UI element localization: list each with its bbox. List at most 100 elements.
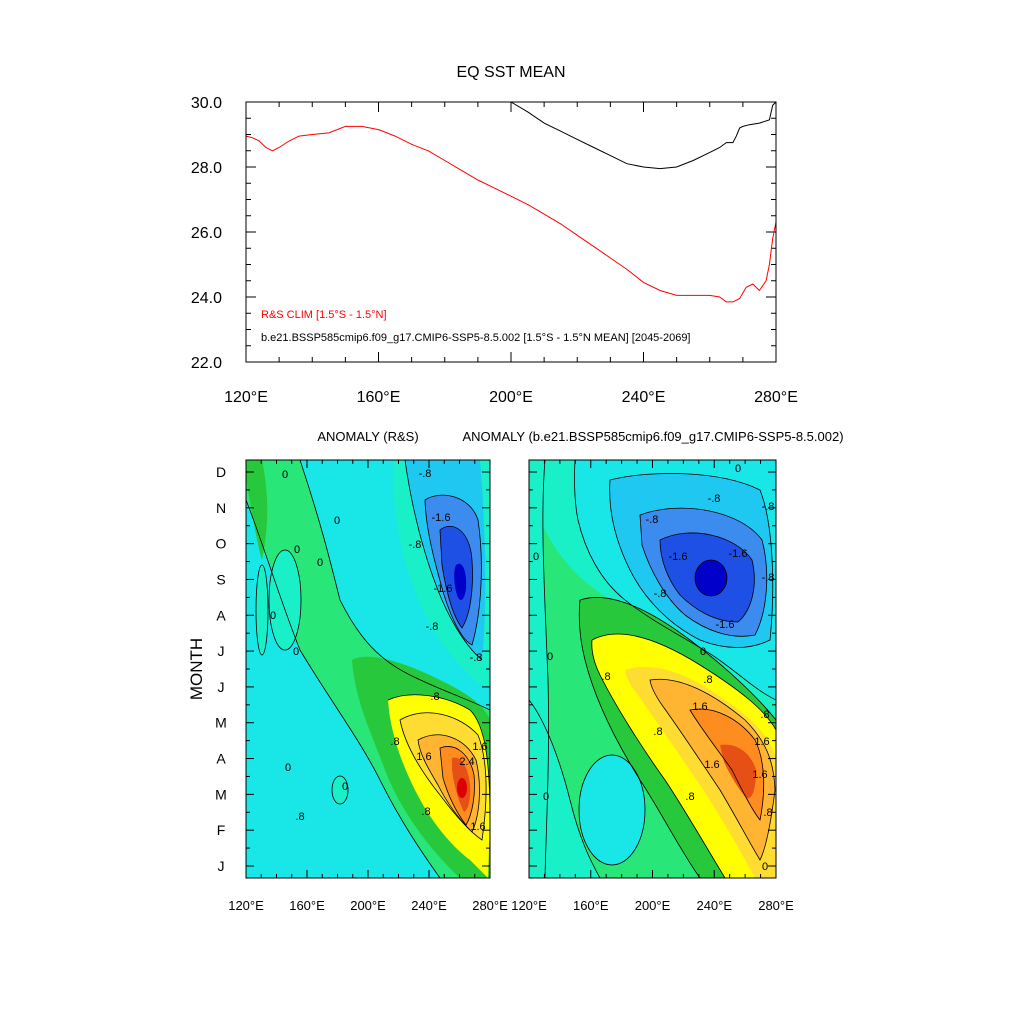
line-chart-ticks <box>245 101 777 363</box>
x-tick-label: 160°E <box>357 389 401 406</box>
month-label: J <box>218 858 225 874</box>
anomaly-model-title: ANOMALY (b.e21.BSSP585cmip6.f09_g17.CMIP… <box>462 429 843 444</box>
contour-label: -1.6 <box>669 551 688 563</box>
month-label: M <box>215 715 227 731</box>
contour-label: 1.6 <box>752 769 767 781</box>
contour-label: .8 <box>685 791 694 803</box>
line-chart-title: EQ SST MEAN <box>456 64 565 81</box>
model-series-line <box>510 101 777 170</box>
y-tick-labels: 22.0 24.0 26.0 28.0 30.0 <box>191 95 222 372</box>
x-tick-label: 160°E <box>573 898 609 913</box>
line-chart-frame <box>245 101 777 363</box>
month-axis-title: MONTH <box>187 638 206 700</box>
month-label: O <box>216 536 227 552</box>
anomaly-model-field <box>529 460 776 878</box>
x-tick-label: 280°E <box>758 898 794 913</box>
contour-label: -.8 <box>708 493 721 505</box>
x-tick-label: 120°E <box>224 389 268 406</box>
contour-label: 0 <box>282 469 288 481</box>
contour-label: -1.6 <box>716 619 735 631</box>
x-tick-label: 240°E <box>411 898 447 913</box>
contour-label: 1.6 <box>692 701 707 713</box>
legend-entry-model: b.e21.BSSP585cmip6.f09_g17.CMIP6-SSP5-8.… <box>261 332 691 344</box>
line-chart: EQ SST MEAN 22.0 24.0 26.0 28.0 30.0 120°E 16… <box>191 64 798 406</box>
y-tick-label: 22.0 <box>191 355 222 372</box>
contour-label: .8 <box>601 671 610 683</box>
clim-series-line <box>245 125 777 303</box>
anomaly-rs-panel: ANOMALY (R&S) <box>187 429 508 913</box>
y-tick-label: 28.0 <box>191 160 222 177</box>
x-tick-label: 200°E <box>489 389 533 406</box>
month-label: N <box>216 500 226 516</box>
anomaly-model-ticks <box>528 460 777 878</box>
contour-label: -.8 <box>470 652 483 664</box>
x-tick-label: 120°E <box>228 898 264 913</box>
month-label: A <box>216 607 226 623</box>
contour-label: 0 <box>533 551 539 563</box>
x-tick-label: 240°E <box>696 898 732 913</box>
month-label: M <box>215 786 227 802</box>
anomaly-rs-ticks <box>245 460 491 878</box>
contour-label: 1.6 <box>704 759 719 771</box>
x-tick-label: 160°E <box>289 898 325 913</box>
contour-label: -.8 <box>419 468 432 480</box>
x-tick-label: 240°E <box>622 389 666 406</box>
anomaly-rs-title: ANOMALY (R&S) <box>317 429 418 444</box>
month-labels: J F M A M J J A S O N D <box>215 464 227 874</box>
contour-label: .8 <box>763 807 772 819</box>
contour-label: 2.4 <box>459 756 474 768</box>
anomaly-model-contour-labels: 0 -.8 -.8 -1.6 -1.6 -.8 -1.6 -.8 0 -.8 .8 .8 .8 1.6 1.… <box>533 463 774 873</box>
contour-label: .8 <box>390 736 399 748</box>
x-tick-label: 280°E <box>754 389 798 406</box>
y-tick-label: 26.0 <box>191 225 222 242</box>
contour-label: 0 <box>334 515 340 527</box>
month-label: J <box>218 679 225 695</box>
contour-label: 1.6 <box>472 741 487 753</box>
contour-label: -.8 <box>762 501 775 513</box>
x-tick-label: 200°E <box>350 898 386 913</box>
line-series <box>245 101 777 303</box>
contour-label: 0 <box>270 610 276 622</box>
month-label: D <box>216 464 226 480</box>
contour-label: 0 <box>543 791 549 803</box>
contour-label: .8 <box>430 691 439 703</box>
x-tick-label: 280°E <box>472 898 508 913</box>
month-label: A <box>216 751 226 767</box>
month-label: J <box>218 643 225 659</box>
contour-label: .8 <box>421 806 430 818</box>
legend-entry-clim: R&S CLIM [1.5°S - 1.5°N] <box>261 309 387 321</box>
anomaly-model-x-labels: 120°E 160°E 200°E 240°E 280°E <box>511 898 794 913</box>
contour-label: 0 <box>285 762 291 774</box>
contour-label: -1.6 <box>434 583 453 595</box>
contour-label: -.8 <box>654 588 667 600</box>
anomaly-rs-x-labels: 120°E 160°E 200°E 240°E 280°E <box>228 898 508 913</box>
contour-label: -1.6 <box>729 548 748 560</box>
anomaly-rs-contour-labels: 0 0 0 0 0 0 0 0 -.8 -.8 -1.6 -1.6 -.8 -.8 .8 .8 1.6 2.4 1.… <box>270 468 488 833</box>
contour-label: -.8 <box>762 572 775 584</box>
contour-label: 1.6 <box>416 751 431 763</box>
contour-label: -.8 <box>426 621 439 633</box>
y-tick-label: 30.0 <box>191 95 222 112</box>
contour-label: 0 <box>293 646 299 658</box>
contour-label: .8 <box>703 674 712 686</box>
contour-label: 1.6 <box>470 821 485 833</box>
x-tick-label: 200°E <box>635 898 671 913</box>
anomaly-rs-field <box>246 460 490 878</box>
contour-label: .8 <box>295 811 304 823</box>
contour-label: 0 <box>700 646 706 658</box>
contour-label: 0 <box>762 861 768 873</box>
contour-label: 0 <box>735 463 741 475</box>
contour-label: .8 <box>653 726 662 738</box>
y-tick-label: 24.0 <box>191 290 222 307</box>
contour-label: 0 <box>317 557 323 569</box>
contour-label: .8 <box>760 709 769 721</box>
contour-label: -.8 <box>646 514 659 526</box>
contour-label: 0 <box>547 651 553 663</box>
contour-label: -.8 <box>409 539 422 551</box>
contour-label: 1.6 <box>754 736 769 748</box>
x-tick-label: 120°E <box>511 898 547 913</box>
contour-label: 0 <box>342 781 348 793</box>
contour-label: -1.6 <box>432 512 451 524</box>
contour-label: 0 <box>294 544 300 556</box>
